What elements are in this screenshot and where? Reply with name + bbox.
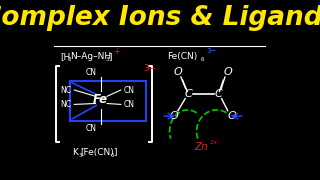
Text: Fe: Fe (93, 93, 108, 106)
Text: O: O (173, 67, 182, 77)
Text: O: O (169, 111, 178, 121)
Text: Fe(CN): Fe(CN) (167, 52, 198, 61)
Text: 3: 3 (68, 57, 71, 62)
Text: CN: CN (86, 124, 97, 133)
Text: [Fe(CN): [Fe(CN) (81, 148, 114, 157)
Text: [H: [H (60, 52, 71, 61)
Text: 6: 6 (111, 153, 115, 158)
Text: 3−: 3− (143, 64, 156, 73)
Text: 3: 3 (78, 153, 82, 158)
Text: Zn: Zn (194, 142, 208, 152)
Text: 3: 3 (106, 57, 109, 62)
Text: C: C (185, 89, 192, 99)
Text: CN: CN (124, 86, 135, 94)
Text: NC: NC (60, 86, 71, 94)
Text: Complex Ions & Ligands: Complex Ions & Ligands (0, 5, 320, 31)
Text: 2+: 2+ (210, 140, 219, 145)
Text: CN: CN (86, 68, 97, 76)
Text: ]: ] (113, 148, 117, 157)
Text: CN: CN (124, 100, 135, 109)
Text: C: C (214, 89, 222, 99)
Text: O: O (224, 67, 233, 77)
Text: 6: 6 (200, 57, 204, 62)
Text: O: O (228, 111, 236, 121)
Text: +: + (113, 47, 119, 56)
Text: N–Ag–NH: N–Ag–NH (70, 52, 111, 61)
Text: K: K (72, 148, 78, 157)
Bar (70, 81, 146, 121)
Text: 3−: 3− (206, 48, 217, 54)
Text: NC: NC (60, 100, 71, 109)
Text: ]: ] (108, 52, 111, 61)
